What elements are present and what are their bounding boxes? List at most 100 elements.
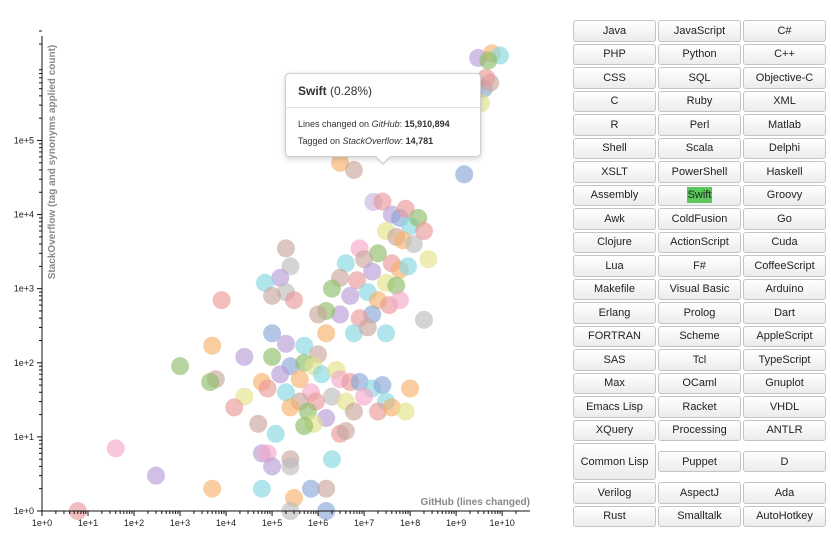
language-button-tcl[interactable]: Tcl bbox=[658, 349, 741, 371]
language-button-prolog[interactable]: Prolog bbox=[658, 302, 741, 324]
data-point bbox=[344, 402, 363, 421]
language-button-emacs-lisp[interactable]: Emacs Lisp bbox=[573, 396, 656, 418]
language-button-max[interactable]: Max bbox=[573, 372, 656, 394]
language-button-common-lisp[interactable]: Common Lisp bbox=[573, 443, 656, 480]
language-button-ocaml[interactable]: OCaml bbox=[658, 372, 741, 394]
language-button-coldfusion[interactable]: ColdFusion bbox=[658, 208, 741, 230]
data-point bbox=[146, 466, 165, 485]
data-point bbox=[401, 379, 420, 398]
language-button-typescript[interactable]: TypeScript bbox=[743, 349, 826, 371]
language-button-xquery[interactable]: XQuery bbox=[573, 419, 656, 441]
data-point bbox=[235, 347, 254, 366]
tooltip-header: Swift (0.28%) bbox=[286, 74, 480, 108]
language-button-puppet[interactable]: Puppet bbox=[658, 450, 741, 473]
language-button-haskell[interactable]: Haskell bbox=[743, 161, 826, 183]
language-button-racket[interactable]: Racket bbox=[658, 396, 741, 418]
language-button-scala[interactable]: Scala bbox=[658, 137, 741, 159]
language-button-c-[interactable]: C++ bbox=[743, 43, 826, 65]
language-button-sql[interactable]: SQL bbox=[658, 67, 741, 89]
y-tick-label: 1e+1 bbox=[14, 432, 34, 442]
language-button-clojure[interactable]: Clojure bbox=[573, 231, 656, 253]
data-point bbox=[373, 376, 392, 395]
language-button-powershell[interactable]: PowerShell bbox=[658, 161, 741, 183]
language-button-shell[interactable]: Shell bbox=[573, 137, 656, 159]
language-button-f-[interactable]: F# bbox=[658, 255, 741, 277]
tooltip-stackoverflow-source: StackOverflow bbox=[342, 136, 401, 146]
language-button-rust[interactable]: Rust bbox=[573, 505, 656, 527]
language-button-label: Lua bbox=[605, 259, 624, 272]
data-point bbox=[281, 457, 300, 476]
data-point bbox=[355, 387, 374, 406]
language-button-ruby[interactable]: Ruby bbox=[658, 90, 741, 112]
language-button-applescript[interactable]: AppleScript bbox=[743, 325, 826, 347]
language-button-swift[interactable]: Swift bbox=[658, 184, 741, 206]
language-button-assembly[interactable]: Assembly bbox=[573, 184, 656, 206]
language-button-smalltalk[interactable]: Smalltalk bbox=[658, 505, 741, 527]
language-button-label: Processing bbox=[672, 424, 727, 437]
data-point bbox=[331, 305, 350, 324]
language-button-erlang[interactable]: Erlang bbox=[573, 302, 656, 324]
language-button-aspectj[interactable]: AspectJ bbox=[658, 482, 741, 504]
language-button-fortran[interactable]: FORTRAN bbox=[573, 325, 656, 347]
language-button-actionscript[interactable]: ActionScript bbox=[658, 231, 741, 253]
language-button-autohotkey[interactable]: AutoHotkey bbox=[743, 505, 826, 527]
data-point bbox=[331, 153, 350, 172]
language-button-groovy[interactable]: Groovy bbox=[743, 184, 826, 206]
language-button-makefile[interactable]: Makefile bbox=[573, 278, 656, 300]
language-button-javascript[interactable]: JavaScript bbox=[658, 20, 741, 42]
language-button-antlr[interactable]: ANTLR bbox=[743, 419, 826, 441]
language-button-lua[interactable]: Lua bbox=[573, 255, 656, 277]
language-button-label: Groovy bbox=[766, 189, 803, 202]
language-button-cuda[interactable]: Cuda bbox=[743, 231, 826, 253]
language-button-label: Dart bbox=[774, 306, 795, 319]
language-button-php[interactable]: PHP bbox=[573, 43, 656, 65]
x-axis-title: GitHub (lines changed) bbox=[421, 497, 530, 508]
x-tick-label: 1e+7 bbox=[354, 518, 374, 528]
data-point bbox=[390, 291, 409, 310]
data-point bbox=[203, 479, 222, 498]
language-button-label: D bbox=[780, 455, 789, 468]
language-button-c[interactable]: C bbox=[573, 90, 656, 112]
tooltip: Swift (0.28%) Lines changed on GitHub: 1… bbox=[285, 73, 481, 165]
language-button-gnuplot[interactable]: Gnuplot bbox=[743, 372, 826, 394]
language-button-awk[interactable]: Awk bbox=[573, 208, 656, 230]
language-button-visual-basic[interactable]: Visual Basic bbox=[658, 278, 741, 300]
language-button-python[interactable]: Python bbox=[658, 43, 741, 65]
language-button-delphi[interactable]: Delphi bbox=[743, 137, 826, 159]
language-button-css[interactable]: CSS bbox=[573, 67, 656, 89]
data-point bbox=[295, 417, 314, 436]
language-button-vhdl[interactable]: VHDL bbox=[743, 396, 826, 418]
language-button-scheme[interactable]: Scheme bbox=[658, 325, 741, 347]
data-point bbox=[377, 324, 396, 343]
language-button-label: OCaml bbox=[682, 377, 717, 390]
language-button-go[interactable]: Go bbox=[743, 208, 826, 230]
language-button-matlab[interactable]: Matlab bbox=[743, 114, 826, 136]
data-point bbox=[203, 336, 222, 355]
language-button-arduino[interactable]: Arduino bbox=[743, 278, 826, 300]
y-axis-title: StackOverflow (tag and synonyms applied … bbox=[47, 45, 58, 280]
y-tick-label: 1e+2 bbox=[14, 358, 34, 368]
language-button-verilog[interactable]: Verilog bbox=[573, 482, 656, 504]
language-button-objective-c[interactable]: Objective-C bbox=[743, 67, 826, 89]
language-button-java[interactable]: Java bbox=[573, 20, 656, 42]
language-button-xslt[interactable]: XSLT bbox=[573, 161, 656, 183]
data-point bbox=[344, 324, 363, 343]
data-point bbox=[201, 373, 220, 392]
language-button-xml[interactable]: XML bbox=[743, 90, 826, 112]
tooltip-github-label: Lines changed on bbox=[298, 119, 372, 129]
language-button-sas[interactable]: SAS bbox=[573, 349, 656, 371]
language-button-processing[interactable]: Processing bbox=[658, 419, 741, 441]
tooltip-language-name: Swift bbox=[298, 84, 327, 98]
data-point bbox=[399, 257, 418, 276]
language-button-c-[interactable]: C# bbox=[743, 20, 826, 42]
language-button-d[interactable]: D bbox=[743, 450, 826, 473]
language-button-dart[interactable]: Dart bbox=[743, 302, 826, 324]
language-button-coffeescript[interactable]: CoffeeScript bbox=[743, 255, 826, 277]
language-button-r[interactable]: R bbox=[573, 114, 656, 136]
data-point bbox=[373, 192, 392, 211]
language-button-perl[interactable]: Perl bbox=[658, 114, 741, 136]
language-button-grid: Java JavaScript C# PHP Python C++ CSS SQL Object… bbox=[573, 20, 826, 536]
data-point bbox=[106, 439, 125, 458]
language-button-ada[interactable]: Ada bbox=[743, 482, 826, 504]
language-button-label: Go bbox=[777, 212, 792, 225]
